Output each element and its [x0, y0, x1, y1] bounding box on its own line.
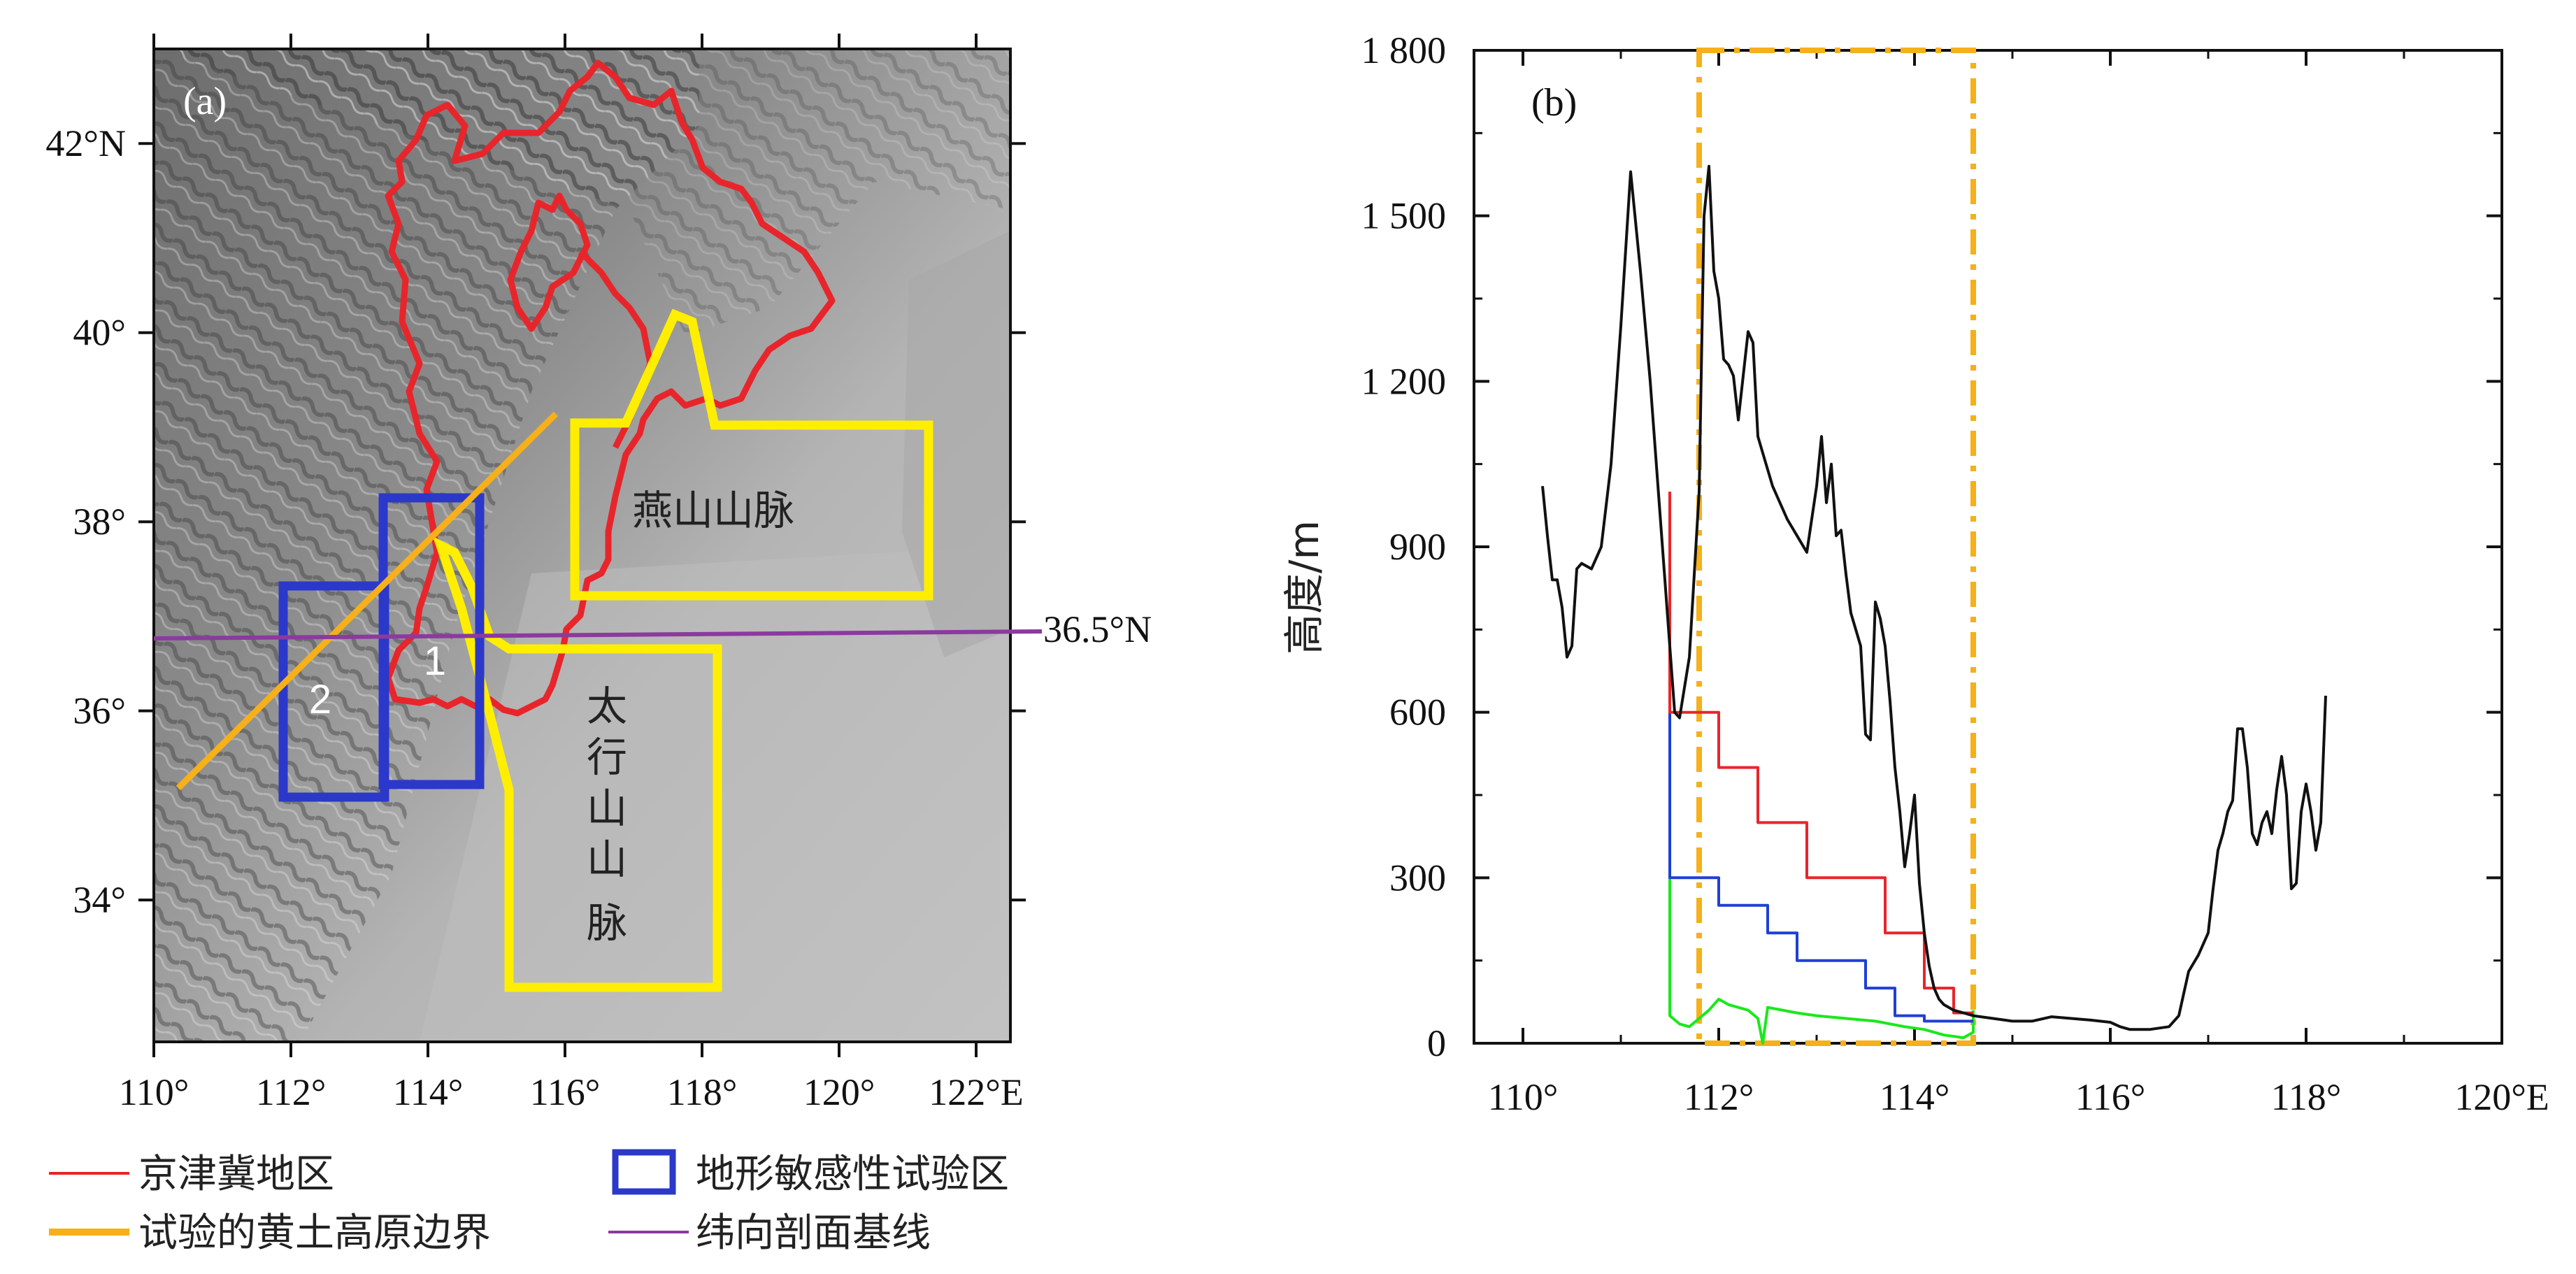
- map-x-tick-label: 122°E: [929, 1071, 1024, 1113]
- series-line: [1541, 164, 2327, 1031]
- map-y-tick-label: 34°: [73, 879, 126, 921]
- chart-x-tick-label: 120°E: [2454, 1076, 2549, 1118]
- sensitivity-box-2: [278, 581, 389, 802]
- panel-label-a: (a): [183, 80, 227, 123]
- map-x-tick-label: 118°: [667, 1071, 738, 1113]
- taihang-char: 脉: [587, 899, 627, 947]
- map-x-tick-label: 112°: [256, 1071, 327, 1113]
- chart-x-tick-label: 118°: [2271, 1076, 2342, 1118]
- legend-label-sensitivity: 地形敏感性试验区: [696, 1152, 1009, 1197]
- map-frame: [152, 48, 1012, 1043]
- zonal-baseline: [153, 629, 1043, 640]
- legend-label-jingjinji: 京津冀地区: [138, 1152, 334, 1197]
- jingjinji-boundary: [385, 59, 836, 717]
- chart-y-tick-label: 1 200: [1361, 360, 1447, 402]
- map-y-tick-label: 40°: [73, 312, 126, 354]
- chart-y-tick-label: 600: [1389, 692, 1446, 733]
- chart-x-axis: 110° 112° 114° 116° 118° 120°E: [1488, 50, 2549, 1118]
- panel-label-b: (b): [1531, 81, 1577, 124]
- map-x-tick-label: 110°: [119, 1071, 189, 1113]
- map-y-tick-label: 42°N: [45, 122, 126, 164]
- y-axis-label: 高度/m: [1280, 520, 1328, 654]
- legend-label-baseline: 纬向剖面基线: [696, 1210, 931, 1256]
- box-label-1: 1: [424, 638, 446, 684]
- chart-x-tick-label: 114°: [1880, 1076, 1950, 1118]
- taihang-char: 山: [587, 785, 627, 832]
- map-x-tick-label: 120°: [803, 1071, 875, 1113]
- map-x-tick-label: 114°: [393, 1071, 464, 1113]
- taihang-char: 山: [587, 836, 627, 883]
- taihang-label: 太 行 山 山 脉: [587, 682, 627, 947]
- taihang-char: 行: [587, 733, 627, 781]
- chart-x-tick-label: 110°: [1488, 1076, 1559, 1118]
- chart-y-tick-label: 1 500: [1361, 195, 1447, 237]
- map-y-tick-label: 38°: [73, 501, 126, 543]
- profile-chart-panel: 110° 112° 114° 116° 118° 120°E 0 300 600 900 1 20…: [1280, 29, 2549, 1118]
- highlight-box: [1696, 48, 1976, 1046]
- chart-y-tick-label: 300: [1389, 857, 1446, 899]
- loess-plateau-boundary: [176, 411, 559, 791]
- baseline-label: 36.5°N: [1043, 608, 1152, 650]
- map-x-axis: 110° 112° 114° 116° 118° 120° 122°E: [119, 34, 1024, 1113]
- series-layer: [1541, 164, 2327, 1045]
- series-line: [1668, 878, 1975, 1045]
- taihang-char: 太: [587, 682, 627, 730]
- box-label-2: 2: [309, 677, 331, 722]
- terrain-shaded-relief: [154, 49, 1010, 1042]
- series-line: [1668, 492, 1973, 1015]
- yanshan-label: 燕山山脉: [632, 487, 794, 534]
- legend-label-loess: 试验的黄土高原边界: [138, 1210, 491, 1256]
- chart-y-axis: 0 300 600 900 1 200 1 500 1 800: [1361, 29, 2502, 1064]
- chart-y-tick-label: 1 800: [1361, 29, 1447, 71]
- yanshan-region-outline: [570, 308, 933, 601]
- legend-swatch-sensitivity: [612, 1149, 676, 1195]
- chart-y-tick-label: 0: [1427, 1022, 1446, 1064]
- chart-y-tick-label: 900: [1389, 526, 1446, 568]
- chart-x-tick-label: 112°: [1684, 1076, 1754, 1118]
- map-panel: 110° 112° 114° 116° 118° 120° 122°E 42°N 40° 38°…: [45, 34, 1152, 1113]
- chart-x-tick-label: 116°: [2075, 1076, 2146, 1118]
- series-line: [1668, 712, 1973, 1023]
- map-legend: 京津冀地区 地形敏感性试验区 试验的黄土高原边界 纬向剖面基线: [49, 1149, 1009, 1256]
- map-x-tick-label: 116°: [530, 1071, 601, 1113]
- map-y-axis: 42°N 40° 38° 36° 34°: [45, 122, 1026, 921]
- map-y-tick-label: 36°: [73, 690, 126, 732]
